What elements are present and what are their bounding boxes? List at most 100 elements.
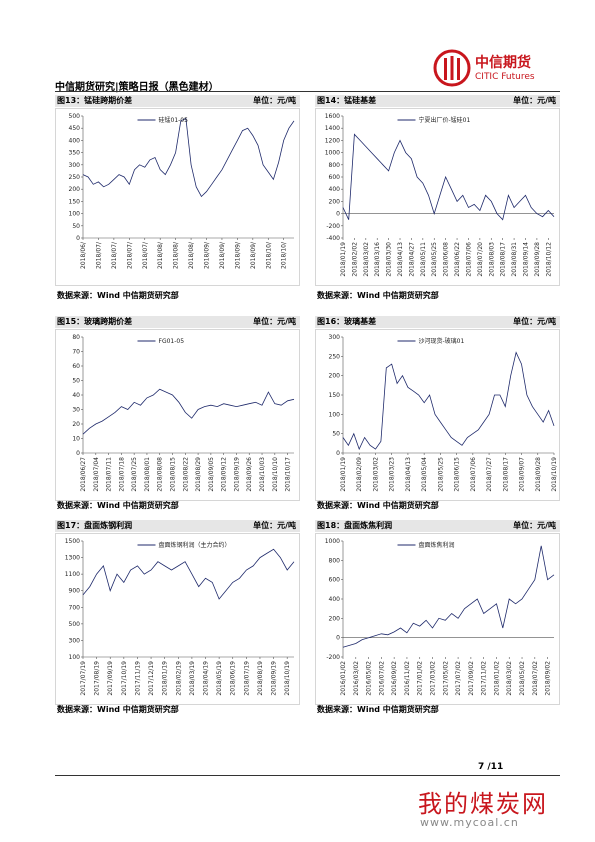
figure-header: 图17：盘面炼钢利润 单位：元/吨 [55,520,300,532]
figure-source: 数据来源：Wind 中信期货研究部 [57,705,179,714]
legend-label: 沙河现货-玻璃01 [419,337,465,345]
y-tick-label: 300 [69,637,81,644]
legend-label: 盘面炼焦利润 [419,541,455,549]
x-tick-label: 2018/09/28 [534,242,541,277]
y-tick-label: 500 [69,113,81,120]
y-tick-label: 400 [329,186,341,193]
x-tick-label: 2018/01/19 [340,242,347,277]
x-tick-label: 2018/03/19 [189,661,196,696]
y-tick-label: 200 [329,198,341,205]
x-tick-label: 2018/05/25 [431,242,438,277]
y-tick-label: 150 [329,392,341,399]
x-tick-label: 2018/08/17 [502,457,509,492]
data-line [342,545,555,648]
x-tick-label: 2018/07/ [95,241,102,269]
x-tick-label: 2018/09/19 [233,457,240,492]
x-tick-label: 2018/08/ [188,241,195,269]
x-tick-label: 2018/10/12 [545,242,552,277]
x-tick-label: 2018/10/ [265,241,272,269]
x-tick-label: 2017/01/02 [417,661,424,696]
x-tick-label: 2018/09/02 [545,661,552,696]
x-tick-label: 2018/08/29 [195,457,202,492]
x-tick-label: 2017/09/02 [468,661,475,696]
x-tick-label: 2018/01/02 [493,661,500,696]
data-line [82,388,295,435]
x-tick-label: 2018/05/25 [437,457,444,492]
figure-unit: 单位：元/吨 [513,317,556,326]
figure-header: 图15：玻璃跨期价差 单位：元/吨 [55,316,300,328]
data-line [82,548,295,600]
figure-unit: 单位：元/吨 [513,521,556,530]
figure-header: 图13：锰硅跨期价差 单位：元/吨 [55,95,300,107]
figure-unit: 单位：元/吨 [253,96,296,105]
watermark-url: www.mycoal.cn [420,816,519,829]
x-tick-label: 2016/03/02 [353,661,360,696]
x-tick-label: 2018/08/31 [511,242,518,277]
y-tick-label: 1100 [65,571,80,578]
y-tick-label: 30 [72,407,80,414]
y-tick-label: 100 [69,211,81,218]
chart-frame [55,108,300,286]
chart: 0 50 100 150 200 250 300 2018/01/19 2018/02/09 20… [315,329,560,501]
chart-frame [315,108,560,286]
x-tick-label: 2017/11/19 [134,661,141,696]
y-tick-label: 80 [72,334,80,341]
x-tick-label: 2017/11/02 [481,661,488,696]
y-tick-label: 350 [69,150,81,157]
y-tick-label: 800 [329,162,341,169]
x-tick-label: 2018/07/ [142,241,149,269]
y-tick-label: 400 [329,596,341,603]
data-line [342,133,555,221]
x-tick-label: 2018/03/02 [372,457,379,492]
x-tick-label: 2018/06/ [80,241,87,269]
y-tick-label: 100 [69,654,81,661]
x-tick-label: 2018/05/02 [519,661,526,696]
x-tick-label: 2018/02/19 [175,661,182,696]
y-tick-label: 500 [69,621,81,628]
x-tick-label: 2018/03/30 [386,242,393,277]
x-tick-label: 2018/10/03 [259,457,266,492]
x-tick-label: 2018/07/19 [243,661,250,696]
figure-source: 数据来源：Wind 中信期货研究部 [317,291,439,300]
y-tick-label: 1500 [65,538,80,545]
y-tick-label: 50 [72,223,80,230]
x-tick-label: 2018/08/22 [182,457,189,492]
x-tick-label: 2018/07/11 [106,457,113,492]
y-tick-label: 50 [332,431,340,438]
y-tick-label: 200 [69,186,81,193]
x-tick-label: 2018/07/20 [477,242,484,277]
x-tick-label: 2018/06/15 [454,457,461,492]
x-tick-label: 2018/07/25 [131,457,138,492]
chart: -200 0 200 400 600 800 1000 2016/01/02 2016/03/0… [315,533,560,705]
y-tick-label: 200 [329,373,341,380]
figure-unit: 单位：元/吨 [253,317,296,326]
x-tick-label: 2016/07/02 [378,661,385,696]
y-tick-label: 600 [329,577,341,584]
header-rule [55,91,560,92]
y-tick-label: 40 [72,392,80,399]
x-tick-label: 2018/08/01 [144,457,151,492]
chart-frame [55,329,300,501]
y-tick-label: 1200 [325,137,340,144]
x-tick-label: 2018/09/07 [519,457,526,492]
x-tick-label: 2018/10/17 [285,457,292,492]
x-tick-label: 2018/04/19 [203,661,210,696]
chart-frame [55,533,300,705]
x-tick-label: 2018/09/28 [535,457,542,492]
chart-frame [315,533,560,705]
x-tick-label: 2018/04/13 [405,457,412,492]
logo-en: CITIC Futures [475,72,535,82]
figure-header: 图16：玻璃基差 单位：元/吨 [315,316,560,328]
x-tick-label: 2018/10/19 [551,457,558,492]
x-tick-label: 2018/08/ [173,241,180,269]
x-tick-label: 2018/08/03 [488,242,495,277]
x-tick-label: 2018/09/ [234,241,241,269]
x-tick-label: 2018/09/05 [208,457,215,492]
figure-title: 图16：玻璃基差 [317,317,377,326]
figure-header: 图18：盘面炼焦利润 单位：元/吨 [315,520,560,532]
x-tick-label: 2018/06/27 [80,457,87,492]
x-tick-label: 2018/02/02 [351,242,358,277]
chart: 0 10 20 30 40 50 60 70 80 2018/06/27 2018/07/04 201… [55,329,300,501]
x-tick-label: 2018/10/10 [272,457,279,492]
figure-title: 图14：锰硅基差 [317,96,377,105]
